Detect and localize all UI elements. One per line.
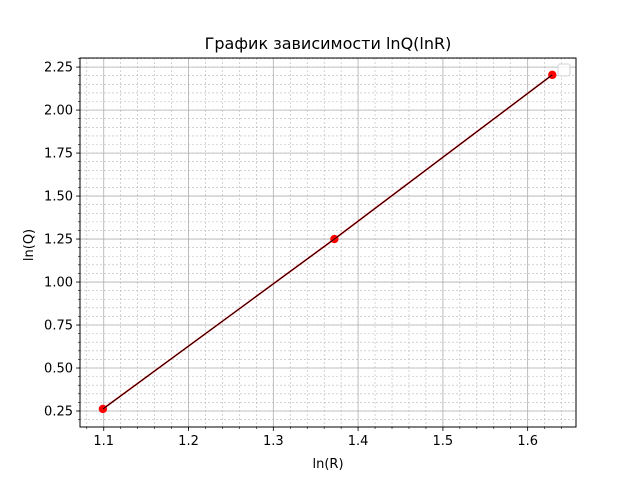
series-layer (98, 70, 557, 414)
y-tick-label: 1.25 (44, 233, 73, 248)
y-tick-label: 2.00 (44, 104, 73, 119)
y-tick-label: 0.75 (44, 319, 73, 334)
y-tick-label: 2.25 (44, 61, 73, 76)
chart-title: График зависимости lnQ(lnR) (205, 34, 452, 53)
plot-frame (79, 57, 577, 428)
legend-box (557, 63, 571, 77)
y-axis-label: ln(Q) (22, 229, 37, 261)
x-tick-label: 1.4 (348, 434, 369, 449)
x-axis-label: ln(R) (312, 457, 343, 472)
major-grid (80, 58, 576, 427)
x-tick-label: 1.2 (178, 434, 199, 449)
series-line-1 (102, 74, 553, 410)
x-tick-label: 1.1 (93, 434, 114, 449)
axis-ticks: 1.1 1.2 1.3 1.4 1.5 1.6 0.25 0.50 0.75 1.00 1.25 1.… (44, 58, 562, 449)
x-tick-label: 1.3 (263, 434, 284, 449)
x-tick-label: 1.6 (517, 434, 538, 449)
y-tick-label: 0.50 (44, 362, 73, 377)
x-tick-label: 1.5 (433, 434, 454, 449)
y-tick-label: 1.50 (44, 190, 73, 205)
y-tick-label: 1.75 (44, 147, 73, 162)
y-tick-label: 1.00 (44, 276, 73, 291)
y-tick-label: 0.25 (44, 405, 73, 420)
